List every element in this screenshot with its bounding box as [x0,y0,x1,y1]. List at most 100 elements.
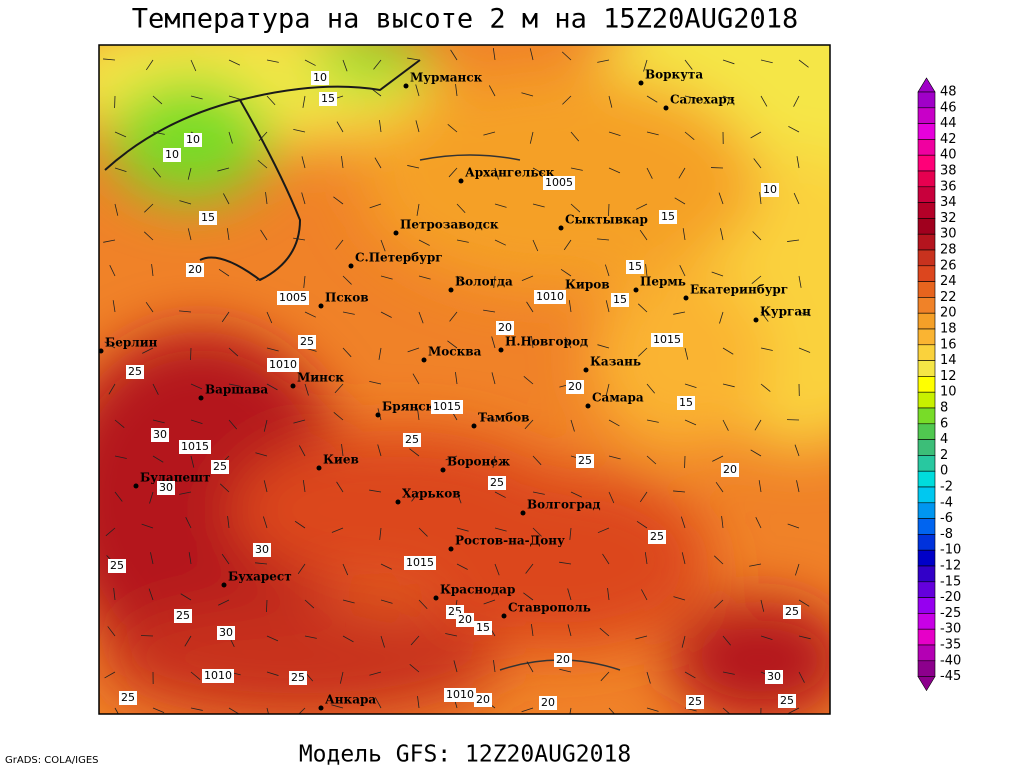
colorbar-label: 38 [940,164,957,179]
city-dot [559,226,564,231]
colorbar-swatch [918,392,935,408]
colorbar-swatch [918,376,935,392]
colorbar-swatch [918,661,935,677]
city-label: Мурманск [410,71,483,85]
colorbar-label: 10 [940,385,957,400]
colorbar-swatch [918,645,935,661]
colorbar-swatch [918,471,935,487]
colorbar-swatch [918,455,935,471]
contour-label: 10 [165,148,179,161]
contour-label: 1005 [545,176,573,189]
contour-label: 1015 [406,556,434,569]
contour-label: 25 [490,476,504,489]
colorbar-label: 16 [940,337,957,352]
contour-label: 20 [568,380,582,393]
contour-label: 25 [405,433,419,446]
colorbar-swatch [918,92,935,108]
city-label: Н.Новгород [505,335,588,349]
credit: GrADS: COLA/IGES [5,755,99,766]
city-label: Волгоград [527,498,600,512]
contour-label: 10 [763,183,777,196]
colorbar-label: 6 [940,416,948,431]
contour-label: 1005 [279,291,307,304]
city-dot [472,424,477,429]
city-dot [394,231,399,236]
city-dot [434,596,439,601]
colorbar-swatch [918,519,935,535]
city-label: Бухарест [228,570,292,584]
colorbar-label: 34 [940,195,957,210]
contour-label: 15 [201,211,215,224]
colorbar-label: -40 [940,653,961,668]
contour-label: 20 [476,693,490,706]
colorbar-label: -2 [940,480,953,495]
city-dot [199,396,204,401]
contour-label: 30 [767,670,781,683]
city-dot [222,583,227,588]
colorbar-swatch [918,613,935,629]
city-dot [134,484,139,489]
contour-label: 30 [159,481,173,494]
contour-label: 20 [723,463,737,476]
contour-label: 15 [321,92,335,105]
colorbar-label: 14 [940,353,957,368]
city-label: Курган [760,305,811,319]
colorbar-label: 40 [940,148,957,163]
city-label: Пермь [640,275,686,289]
city-dot [317,466,322,471]
city-label: Тамбов [478,411,529,425]
contour-label: 1010 [536,290,564,303]
colorbar-label: 32 [940,211,957,226]
colorbar-swatch [918,408,935,424]
contour-label: 1015 [181,440,209,453]
city-dot [441,468,446,473]
colorbar-end [918,78,935,92]
contour-label: 20 [188,263,202,276]
colorbar-swatch [918,250,935,266]
colorbar-swatch [918,139,935,155]
contour-label: 20 [498,321,512,334]
colorbar-label: -12 [940,559,961,574]
city-dot [459,179,464,184]
colorbar: 4846444240383634323028262422201816141210… [918,78,961,691]
city-dot [584,368,589,373]
colorbar-swatch [918,329,935,345]
city-dot [684,296,689,301]
colorbar-label: -35 [940,638,961,653]
city-label: Варшава [205,383,268,397]
contour-label: 10 [313,71,327,84]
city-dot [586,404,591,409]
colorbar-swatch [918,345,935,361]
contour-label: 1015 [433,400,461,413]
city-dot [349,264,354,269]
contour-label: 1010 [204,669,232,682]
city-label: Псков [325,291,369,305]
contour-label: 10 [186,133,200,146]
city-label: Екатеринбург [690,283,788,297]
contour-label: 20 [556,653,570,666]
contour-label: 15 [628,260,642,273]
colorbar-label: 12 [940,369,957,384]
colorbar-label: -10 [940,543,961,558]
city-dot [502,614,507,619]
colorbar-label: 4 [940,432,948,447]
contour-label: 1010 [446,688,474,701]
colorbar-label: 46 [940,100,957,115]
city-label: Вологда [455,275,513,289]
city-dot [639,81,644,86]
city-dot [319,304,324,309]
city-label: Сыктывкар [565,213,648,227]
contour-label: 1010 [269,358,297,371]
colorbar-swatch [918,534,935,550]
city-label: Будапешт [140,471,210,485]
city-label: Казань [590,355,641,369]
city-dot [396,500,401,505]
city-dot [521,511,526,516]
colorbar-swatch [918,487,935,503]
colorbar-swatch [918,187,935,203]
city-dot [422,358,427,363]
colorbar-label: 44 [940,116,957,131]
colorbar-end [918,677,935,691]
colorbar-swatch [918,629,935,645]
